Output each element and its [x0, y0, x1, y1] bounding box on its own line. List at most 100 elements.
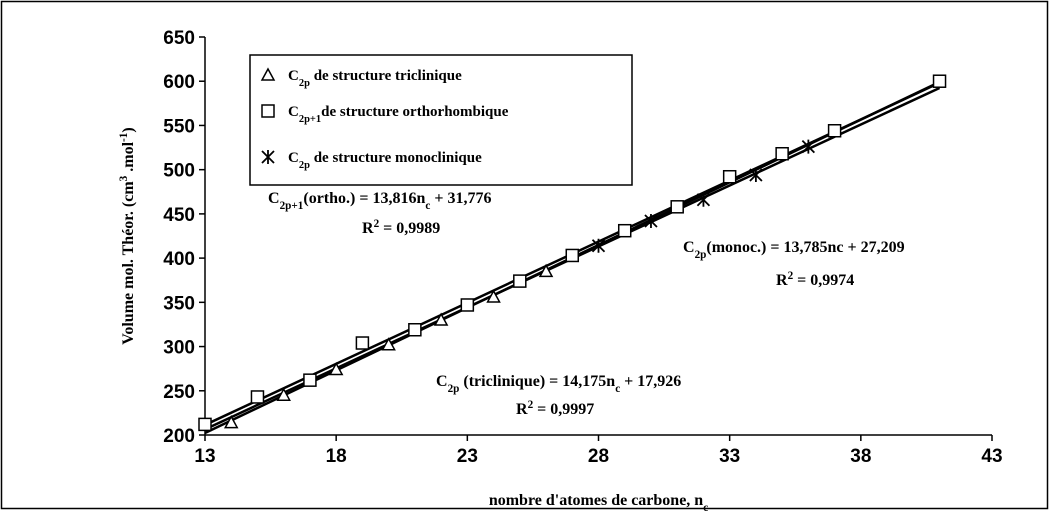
- marker-square: [261, 104, 275, 118]
- trend-r2-part: =: [793, 272, 810, 289]
- x-axis-label: nombre d'atomes de carbone, nc: [489, 492, 708, 511]
- trend-equation-part: 17,926: [637, 373, 681, 390]
- legend-label-part: C: [288, 68, 299, 84]
- x-tick-label: 43: [981, 446, 1002, 467]
- y-axis-label-part: ): [120, 127, 137, 132]
- marker-square: [565, 248, 580, 263]
- marker-square: [355, 336, 370, 350]
- marker-triangle: [223, 415, 239, 429]
- trend-r2-part: 2: [788, 270, 794, 282]
- trend-equation-part: 14,175: [562, 373, 606, 390]
- trend-equation: C2p (triclinique) = 14,175nc + 17,926: [436, 373, 681, 395]
- x-axis-label-part: c: [703, 502, 708, 511]
- trend-equation: C2p(monoc.) = 13,785nc + 27,209: [683, 239, 905, 261]
- x-tick-label: 23: [457, 446, 478, 467]
- trend-equation-part: +: [620, 373, 637, 390]
- trend-equation-part: 2p: [695, 249, 707, 261]
- trend-equation-part: (monoc.) =: [706, 239, 783, 256]
- x-tick-label: 18: [326, 446, 347, 467]
- trend-equation-part: c: [425, 200, 430, 212]
- marker-square: [303, 373, 317, 387]
- marker-triangle: [486, 289, 501, 303]
- marker-square: [460, 298, 475, 312]
- marker-square: [932, 74, 947, 88]
- y-axis-label-part: .mol: [120, 141, 137, 175]
- trend-r2-part: =: [379, 220, 396, 237]
- trend-r2-part: R: [362, 220, 374, 237]
- trend-r2: R2 = 0,9989: [362, 218, 440, 237]
- legend-label-part: de structure triclinique: [310, 68, 462, 84]
- y-tick-label: 500: [163, 161, 195, 182]
- trend-equation-part: 13,785: [784, 239, 828, 256]
- trend-r2-part: 2: [374, 218, 380, 230]
- marker-square: [827, 124, 842, 138]
- trend-r2-part: =: [533, 401, 550, 418]
- trend-equation-part: 31,776: [447, 190, 491, 207]
- legend-label-part: de structure orthorhombique: [321, 104, 509, 120]
- trend-equation-part: c: [615, 383, 620, 395]
- trend-equation: C2p+1(ortho.) = 13,816nc + 31,776: [268, 190, 491, 212]
- marker-triangle: [381, 337, 396, 351]
- y-tick-label: 250: [163, 382, 195, 403]
- x-tick-label: 38: [850, 446, 871, 467]
- x-axis-label-part: nombre d'atomes de carbone, n: [489, 492, 703, 509]
- legend-label-part: C: [288, 104, 299, 120]
- trend-equation-part: C: [683, 239, 695, 256]
- trend-r2-part: 2: [528, 399, 534, 411]
- trend-r2-part: R: [776, 272, 788, 289]
- y-tick-label: 450: [163, 205, 195, 226]
- trend-r2-part: 0,9997: [550, 401, 594, 418]
- x-tick-label: 13: [194, 446, 215, 467]
- marker-square: [722, 169, 737, 184]
- marker-square: [775, 146, 789, 161]
- y-tick-label: 400: [163, 249, 195, 270]
- y-axis-label-part: 3: [118, 175, 130, 181]
- marker-square: [198, 417, 212, 432]
- trend-equation-part: +: [430, 190, 447, 207]
- y-tick-label: 600: [163, 72, 195, 93]
- trend-equation-part: n: [416, 190, 425, 207]
- y-axis-label-part: Volume mol. Théor. (cm: [120, 181, 137, 345]
- marker-star: [801, 139, 816, 154]
- trend-equation-part: nc: [828, 239, 844, 256]
- legend-label: C2p de structure triclinique: [288, 68, 462, 89]
- trend-equation-part: 2p: [448, 383, 460, 395]
- marker-star: [696, 192, 711, 207]
- trend-equation-part: +: [844, 239, 861, 256]
- marker-star: [261, 150, 275, 164]
- legend-label-part: 2p+1: [299, 114, 321, 125]
- trend-r2: R2 = 0,9997: [516, 399, 594, 418]
- y-tick-label: 550: [163, 116, 195, 137]
- marker-star: [644, 213, 658, 228]
- marker-triangle: [260, 67, 276, 81]
- trend-equation-part: 2p+1: [280, 200, 304, 212]
- marker-square: [408, 323, 422, 337]
- trend-equation-part: n: [606, 373, 615, 390]
- legend-label: C2p de structure monoclinique: [288, 150, 482, 171]
- legend-box: [249, 54, 633, 186]
- y-tick-label: 650: [163, 28, 195, 49]
- marker-star: [591, 238, 606, 253]
- legend-label: C2p+1de structure orthorhombique: [288, 104, 509, 125]
- legend-label-part: de structure monoclinique: [310, 150, 482, 166]
- y-axis-label: Volume mol. Théor. (cm3 .mol-1): [118, 127, 137, 344]
- marker-square: [617, 223, 632, 238]
- trend-equation-part: 27,209: [861, 239, 905, 256]
- marker-square: [670, 200, 684, 214]
- trend-equation-part: 13,816: [372, 190, 416, 207]
- marker-triangle: [328, 361, 344, 376]
- marker-star: [749, 167, 763, 182]
- marker-square: [250, 390, 265, 404]
- trend-r2-part: 0,9989: [396, 220, 440, 237]
- legend-label-part: 2p: [299, 160, 310, 171]
- trend-equation-part: (ortho.) =: [303, 190, 372, 207]
- y-tick-label: 350: [163, 293, 195, 314]
- marker-triangle: [433, 312, 449, 326]
- legend-label-part: 2p: [299, 78, 310, 89]
- y-tick-label: 300: [163, 338, 195, 359]
- x-tick-label: 28: [588, 446, 609, 467]
- trend-equation-part: (triclinique) =: [459, 373, 562, 390]
- trend-r2: R2 = 0,9974: [776, 270, 854, 289]
